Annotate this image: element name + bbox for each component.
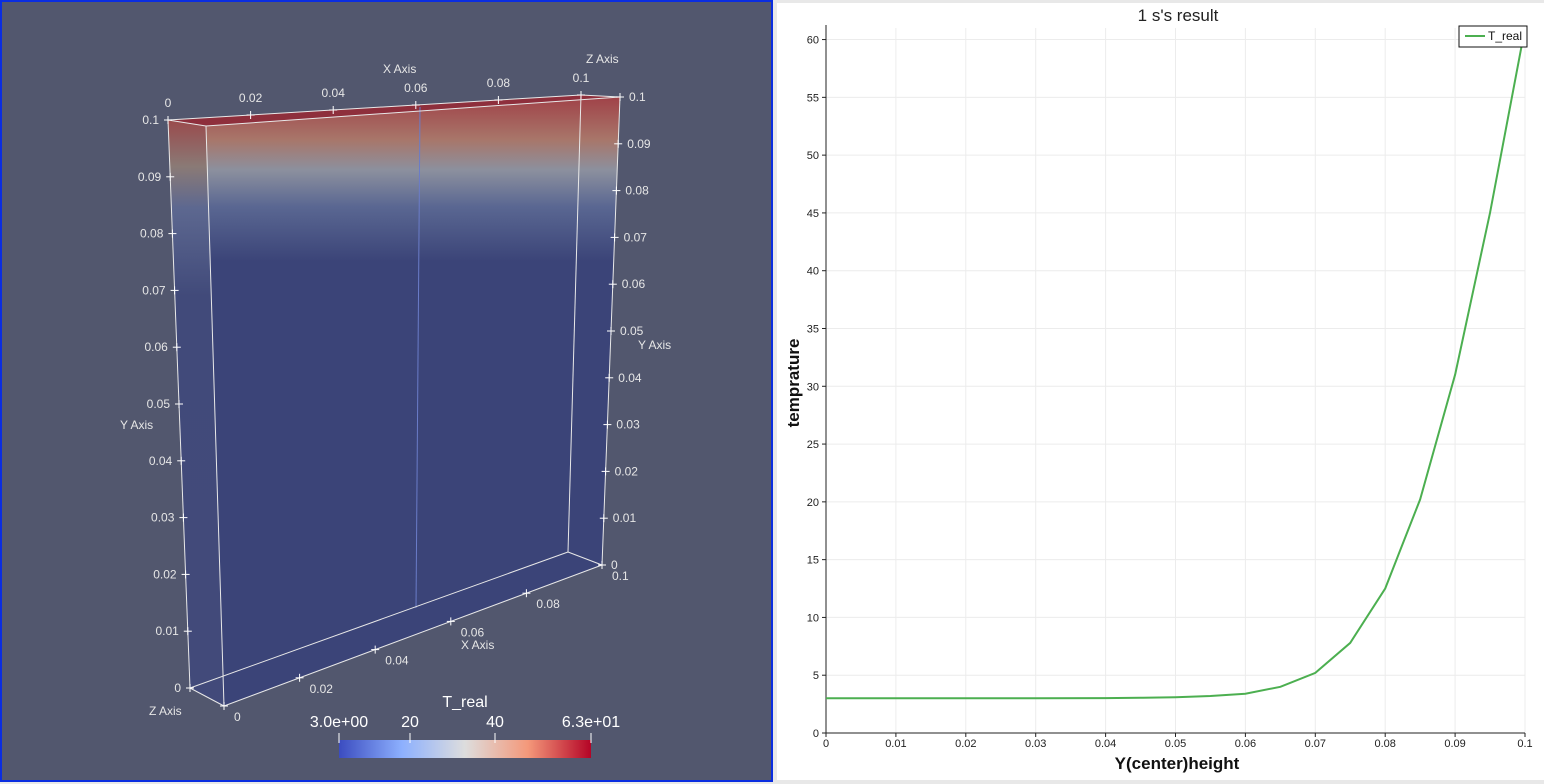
y-axis-ticks: 0 5 10 15 20 25 30 35 40 45 50 55 60 xyxy=(807,35,826,740)
right-y-tick-label: 0.05 xyxy=(620,324,644,338)
left-y-tick-label: 0.1 xyxy=(142,113,159,127)
left-y-tick-label: 0.06 xyxy=(144,340,168,354)
top-x-tick-label: 0.04 xyxy=(322,86,346,100)
right-y-tick-label: 0.09 xyxy=(627,137,651,151)
x-axis-title-bottom: X Axis xyxy=(461,638,494,652)
chart-title: 1 s's result xyxy=(1138,6,1219,25)
right-y-tick-label: 0.08 xyxy=(625,184,649,198)
bottom-x-tick-label: 0.06 xyxy=(461,625,485,639)
chart-grid xyxy=(825,28,1526,734)
colorbar-gradient xyxy=(339,740,591,758)
y-tick-label: 35 xyxy=(807,323,819,335)
x-tick-label: 0.01 xyxy=(885,738,906,750)
y-tick-label: 15 xyxy=(807,555,819,567)
x-tick-label: 0 xyxy=(823,738,829,750)
render-view-3d[interactable]: 0 0.02 0.04 0.06 0.08 0.1 0.1 0.09 0.08 0.07 0.06… xyxy=(0,0,773,782)
colorbar-label-20: 20 xyxy=(401,714,419,731)
left-y-tick-label: 0.01 xyxy=(155,624,179,638)
z-axis-title-bottom: Z Axis xyxy=(149,704,182,718)
top-x-tick-label: 0 xyxy=(165,96,172,110)
left-y-tick-label: 0.05 xyxy=(147,397,171,411)
x-tick-label: 0.05 xyxy=(1165,738,1186,750)
y-tick-label: 0 xyxy=(813,728,819,740)
x-tick-label: 0.04 xyxy=(1095,738,1116,750)
left-y-tick-label: 0.09 xyxy=(138,170,162,184)
chart-legend[interactable]: T_real xyxy=(1458,25,1528,48)
bottom-x-tick-label: 0 xyxy=(234,710,241,724)
x-axis-title-top: X Axis xyxy=(383,62,416,76)
y-axis-title-left: Y Axis xyxy=(120,418,153,432)
slab-front-face xyxy=(206,97,620,706)
right-y-tick-label: 0.07 xyxy=(624,230,648,244)
left-y-tick-label: 0.07 xyxy=(142,283,166,297)
x-tick-label: 0.1 xyxy=(1517,738,1532,750)
y-tick-label: 40 xyxy=(807,266,819,278)
left-y-axis-ticks: 0.1 0.09 0.08 0.07 0.06 0.05 0.04 0.03 0.02 0.01 0 xyxy=(138,113,194,695)
left-y-tick-label: 0.02 xyxy=(153,567,177,581)
colorbar-legend[interactable]: T_real 3.0e+00 20 40 6.3e+01 xyxy=(310,694,620,758)
left-y-tick-label: 0.08 xyxy=(140,227,164,241)
bottom-x-tick-label: 0.1 xyxy=(612,569,629,583)
x-axis-label: Y(center)height xyxy=(1115,754,1240,773)
y-tick-label: 45 xyxy=(807,208,819,220)
y-tick-label: 20 xyxy=(807,497,819,509)
legend-box xyxy=(1458,25,1528,48)
left-y-tick-label: 0 xyxy=(174,681,181,695)
y-tick-label: 10 xyxy=(807,612,819,624)
series-line-T_real xyxy=(826,27,1526,700)
right-y-axis-ticks: 0.1 0.09 0.08 0.07 0.06 0.05 0.04 0.03 0.02 0.01 0 xyxy=(598,90,651,572)
colorbar-label-max: 6.3e+01 xyxy=(562,714,620,731)
x-tick-label: 0.07 xyxy=(1305,738,1326,750)
bottom-x-tick-label: 0.08 xyxy=(536,597,560,611)
y-tick-label: 60 xyxy=(807,35,819,47)
colorbar-title: T_real xyxy=(442,694,487,711)
legend-label: T_real xyxy=(1488,29,1522,43)
center-line xyxy=(415,106,421,609)
right-y-tick-label: 0.04 xyxy=(618,371,642,385)
right-y-tick-label: 0.06 xyxy=(622,277,646,291)
bottom-x-tick-label: 0.04 xyxy=(385,654,409,668)
chart-series xyxy=(826,27,1526,700)
y-tick-label: 55 xyxy=(807,92,819,104)
right-y-tick-label: 0.1 xyxy=(629,90,646,104)
render-canvas[interactable]: 0 0.02 0.04 0.06 0.08 0.1 0.1 0.09 0.08 0.07 0.06… xyxy=(2,2,773,782)
y-axis-title-right: Y Axis xyxy=(638,338,671,352)
right-y-tick-label: 0 xyxy=(611,558,618,572)
right-y-tick-label: 0.02 xyxy=(615,464,639,478)
top-x-tick-label: 0.1 xyxy=(573,71,590,85)
y-axis-label: temprature xyxy=(784,339,803,428)
right-y-tick-label: 0.01 xyxy=(613,511,637,525)
x-axis-ticks: 0 0.01 0.02 0.03 0.04 0.05 0.06 0.07 0.08 0.09 0.1 xyxy=(823,733,1533,750)
bounding-box xyxy=(167,94,621,707)
top-x-axis-ticks: 0 0.02 0.04 0.06 0.08 0.1 xyxy=(164,71,590,124)
colorbar-label-min: 3.0e+00 xyxy=(310,714,368,731)
line-chart[interactable]: 0 0.01 0.02 0.03 0.04 0.05 0.06 0.07 0.08 0.09 0.1… xyxy=(777,3,1544,780)
x-tick-label: 0.09 xyxy=(1444,738,1465,750)
top-x-tick-label: 0.06 xyxy=(404,81,428,95)
x-tick-label: 0.08 xyxy=(1374,738,1395,750)
top-x-tick-label: 0.02 xyxy=(239,91,263,105)
x-tick-label: 0.02 xyxy=(955,738,976,750)
y-tick-label: 25 xyxy=(807,439,819,451)
left-y-tick-label: 0.04 xyxy=(149,454,173,468)
x-tick-label: 0.06 xyxy=(1235,738,1256,750)
y-tick-label: 50 xyxy=(807,150,819,162)
colorbar-label-40: 40 xyxy=(486,714,504,731)
bottom-x-tick-label: 0.02 xyxy=(310,682,334,696)
top-x-tick-label: 0.08 xyxy=(487,76,511,90)
slab-top-face xyxy=(168,95,620,126)
left-y-tick-label: 0.03 xyxy=(151,511,175,525)
y-tick-label: 5 xyxy=(813,670,819,682)
x-tick-label: 0.03 xyxy=(1025,738,1046,750)
z-axis-title-top: Z Axis xyxy=(586,52,619,66)
right-y-tick-label: 0.03 xyxy=(616,418,640,432)
bottom-x-axis-ticks: 0 0.02 0.04 0.06 0.08 0.1 xyxy=(220,561,629,724)
line-chart-view[interactable]: 0 0.01 0.02 0.03 0.04 0.05 0.06 0.07 0.08 0.09 0.1… xyxy=(777,3,1544,780)
y-tick-label: 30 xyxy=(807,381,819,393)
